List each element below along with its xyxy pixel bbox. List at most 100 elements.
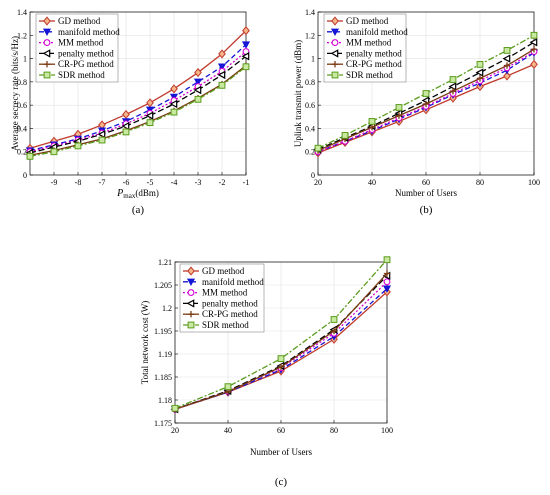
y-axis-label: Average secrecy rate (bits/s/Hz)	[10, 36, 20, 151]
x-tick-label: 100	[528, 178, 540, 187]
legend-label: GD method	[202, 266, 245, 276]
x-tick-label: -8	[75, 178, 82, 187]
legend-item-penalty: penalty method	[183, 298, 258, 308]
x-tick-label: 100	[381, 426, 393, 435]
data-point	[98, 136, 106, 144]
x-tick-label: -5	[147, 178, 154, 187]
y-tick-label: 1.4	[305, 8, 315, 17]
legend-marker	[42, 49, 51, 58]
panel-caption: (a)	[132, 204, 145, 216]
legend-marker	[331, 39, 339, 47]
legend-item-gd: GD method	[327, 16, 389, 26]
legend-item-manifold: manifold method	[327, 27, 408, 37]
x-tick-label: -2	[219, 178, 226, 187]
legend-item-mm: MM method	[183, 288, 248, 298]
series-sdr	[171, 256, 391, 412]
data-point	[145, 111, 154, 120]
series-penalty	[25, 52, 250, 158]
legend-box	[35, 13, 119, 83]
legend-label: SDR method	[346, 70, 393, 80]
legend-label: CR-PG method	[58, 59, 114, 69]
legend-marker	[187, 311, 195, 318]
legend-marker	[43, 71, 51, 79]
legend-marker	[331, 16, 339, 26]
legend-marker	[42, 28, 52, 37]
legend-label: manifold method	[346, 27, 408, 37]
legend-item-sdr: SDR method	[183, 320, 249, 330]
data-point	[382, 285, 392, 293]
data-point	[194, 67, 202, 78]
data-point	[74, 142, 82, 150]
y-tick-label: 0.2	[305, 148, 315, 157]
data-point	[476, 75, 484, 82]
y-tick-label: 0.8	[305, 78, 315, 87]
legend-label: penalty method	[58, 48, 114, 58]
x-tick-label: 60	[422, 178, 430, 187]
data-point	[422, 100, 430, 108]
legend-item-crpg: CR-PG method	[327, 59, 402, 69]
data-point	[395, 104, 403, 111]
y-tick-label: 1.195	[154, 327, 172, 336]
legend-marker	[43, 39, 51, 47]
y-tick-label: 0.6	[17, 101, 27, 110]
data-point	[383, 278, 391, 286]
x-tick-label: 80	[476, 178, 484, 187]
legend-item-penalty: penalty method	[39, 48, 114, 58]
legend-label: GD method	[346, 16, 389, 26]
data-point	[503, 47, 511, 54]
data-point	[217, 63, 227, 71]
data-point	[170, 108, 178, 116]
data-point	[242, 63, 250, 71]
data-point	[218, 81, 226, 89]
chart-b: 20 40 60 80 100 0 0.2 0.4 0.6 0.8 1 1.2 1.4 Number of…	[293, 8, 540, 216]
data-point	[383, 270, 391, 277]
data-point	[330, 316, 338, 323]
y-tick-label: 1.18	[158, 396, 172, 405]
legend-label: manifold method	[58, 27, 120, 37]
series-sdr	[314, 31, 538, 152]
x-tick-label: 20	[171, 426, 179, 435]
x-tick-label: 40	[224, 426, 232, 435]
data-point	[193, 85, 202, 95]
legend-label: SDR method	[58, 70, 105, 80]
y-axis-label: Total network cost (W)	[140, 301, 150, 385]
y-tick-label: 1.185	[154, 373, 172, 382]
y-tick-label: 0.4	[305, 124, 315, 133]
series-line	[29, 44, 247, 152]
data-point	[217, 70, 226, 80]
y-tick-label: 0.2	[17, 148, 27, 157]
data-point	[422, 90, 430, 97]
legend-marker	[186, 299, 195, 308]
data-point	[171, 404, 179, 412]
panel-caption: (c)	[275, 476, 288, 488]
data-point	[530, 59, 538, 69]
legend-label: penalty method	[202, 298, 258, 308]
legend-item-manifold: manifold method	[39, 27, 120, 37]
legend-item-mm: MM method	[327, 38, 392, 48]
y-tick-label: 0	[23, 171, 27, 180]
data-point	[277, 363, 285, 371]
data-point	[383, 256, 391, 264]
axes-frame	[29, 11, 247, 176]
legend-item-penalty: penalty method	[327, 48, 402, 58]
legend-marker	[331, 61, 339, 68]
data-point	[224, 383, 232, 391]
y-tick-label: 1.4	[17, 8, 27, 17]
y-tick-label: 1.21	[158, 258, 172, 267]
legend-box	[323, 13, 407, 83]
x-tick-label: -9	[51, 178, 58, 187]
data-point	[26, 152, 34, 160]
legend-label: MM method	[346, 38, 392, 48]
series-crpg	[314, 46, 538, 154]
x-tick-label: -4	[171, 178, 178, 187]
legend-label: MM method	[58, 38, 104, 48]
panel-caption: (b)	[420, 204, 433, 216]
legend-marker	[330, 49, 339, 58]
y-tick-label: 1.19	[158, 350, 172, 359]
legend-item-manifold: manifold method	[183, 277, 264, 287]
data-point	[194, 95, 202, 103]
x-tick-label: 80	[330, 426, 338, 435]
data-point	[193, 78, 203, 87]
y-tick-label: 0.4	[17, 124, 27, 133]
